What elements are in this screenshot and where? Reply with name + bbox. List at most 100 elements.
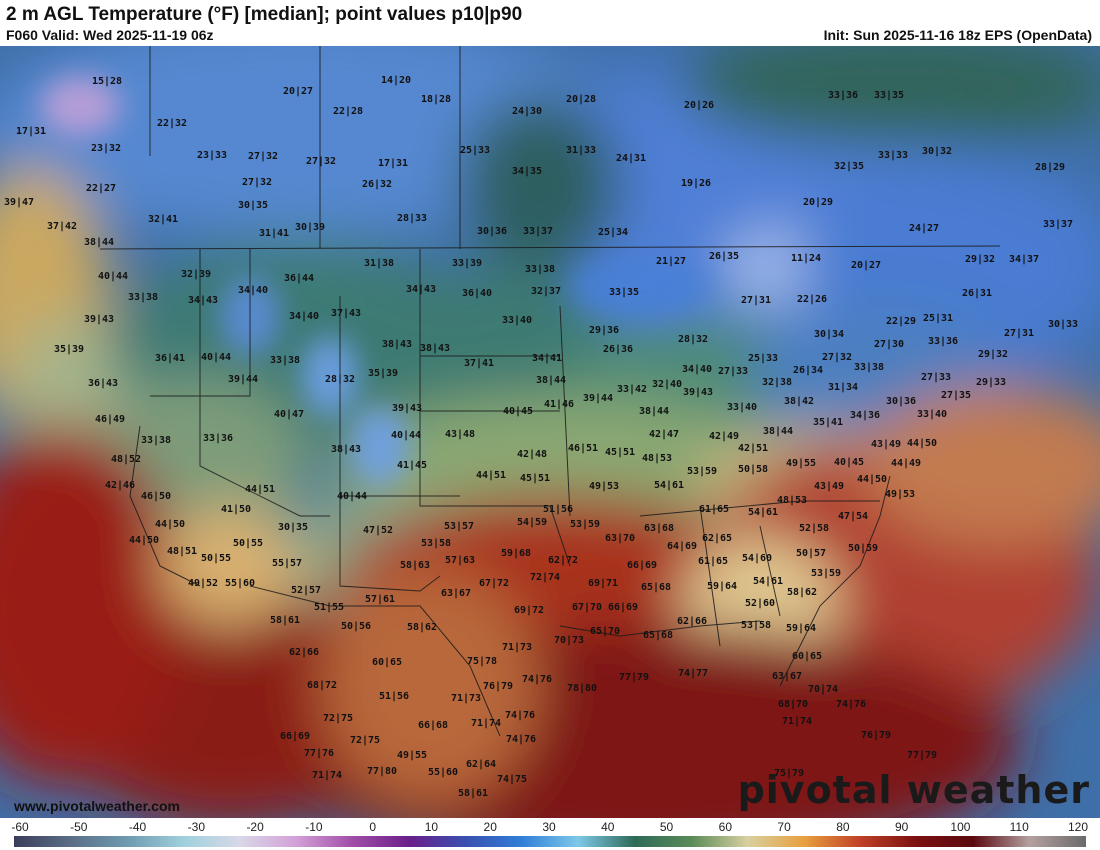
point-value: 34|40 [681, 364, 713, 375]
colorbar-tick-label: 10 [424, 820, 439, 834]
point-value: 33|38 [127, 292, 159, 303]
point-value: 22|26 [796, 294, 828, 305]
point-value: 50|57 [795, 548, 827, 559]
point-value: 29|33 [975, 377, 1007, 388]
point-value: 47|54 [837, 511, 869, 522]
point-value: 44|50 [906, 438, 938, 449]
point-value: 66|69 [279, 731, 311, 742]
point-value: 71|74 [470, 718, 502, 729]
point-value: 33|36 [927, 336, 959, 347]
point-value: 70|73 [553, 635, 585, 646]
point-value: 38|44 [638, 406, 670, 417]
point-value: 15|28 [91, 76, 123, 87]
point-value: 27|32 [821, 352, 853, 363]
point-value: 31|38 [363, 258, 395, 269]
point-value: 53|57 [443, 521, 475, 532]
point-value: 30|35 [277, 522, 309, 533]
point-value: 48|53 [776, 495, 808, 506]
point-value: 50|56 [340, 621, 372, 632]
point-value: 49|55 [396, 750, 428, 761]
point-value: 65|70 [589, 626, 621, 637]
point-value: 21|27 [655, 256, 687, 267]
temperature-map[interactable]: 15|28 14|20 20|27 18|28 20|28 20|26 24|30 22|28… [0, 46, 1100, 818]
point-value: 51|56 [378, 691, 410, 702]
point-value: 68|70 [777, 699, 809, 710]
point-value: 24|30 [511, 106, 543, 117]
point-value: 74|77 [677, 668, 709, 679]
point-value: 36|44 [283, 273, 315, 284]
point-value: 48|53 [641, 453, 673, 464]
colorbar: -60 -50 -40 -30 -20 -10 0 10 20 30 40 50 60 70 80 90 100… [0, 818, 1100, 850]
point-value: 26|35 [708, 251, 740, 262]
point-value: 38|43 [330, 444, 362, 455]
point-value: 39|43 [682, 387, 714, 398]
point-value: 59|68 [500, 548, 532, 559]
point-value: 40|44 [97, 271, 129, 282]
point-value: 24|27 [908, 223, 940, 234]
point-value: 28|29 [1034, 162, 1066, 173]
point-value: 27|35 [940, 390, 972, 401]
point-value: 29|36 [588, 325, 620, 336]
point-value: 55|60 [427, 767, 459, 778]
temperature-field [0, 46, 1100, 818]
colorbar-tick-label: 20 [483, 820, 497, 834]
point-value: 62|72 [547, 555, 579, 566]
point-value: 69|71 [587, 578, 619, 589]
point-value: 42|47 [648, 429, 680, 440]
point-value: 77|80 [366, 766, 398, 777]
point-value: 39|44 [582, 393, 614, 404]
point-value: 57|61 [364, 594, 396, 605]
colorbar-tick-label: 80 [836, 820, 850, 834]
point-value: 33|40 [916, 409, 948, 420]
point-value: 67|72 [478, 578, 510, 589]
point-value: 59|64 [706, 581, 738, 592]
point-value: 33|40 [726, 402, 758, 413]
point-value: 52|58 [798, 523, 830, 534]
point-value: 11|24 [790, 253, 822, 264]
point-value: 19|26 [680, 178, 712, 189]
point-value: 38|44 [83, 237, 115, 248]
colorbar-tick-label: -10 [305, 820, 323, 834]
point-value: 58|61 [269, 615, 301, 626]
point-value: 33|38 [524, 264, 556, 275]
point-value: 71|73 [450, 693, 482, 704]
point-value: 25|33 [747, 353, 779, 364]
valid-time: F060 Valid: Wed 2025-11-19 06z [6, 27, 214, 43]
point-value: 76|79 [860, 730, 892, 741]
point-value: 74|76 [504, 710, 536, 721]
point-value: 38|44 [535, 375, 567, 386]
point-value: 40|44 [390, 430, 422, 441]
point-value: 32|38 [761, 377, 793, 388]
point-value: 33|36 [202, 433, 234, 444]
point-value: 34|35 [511, 166, 543, 177]
point-value: 63|67 [440, 588, 472, 599]
point-value: 27|32 [305, 156, 337, 167]
point-value: 28|32 [324, 374, 356, 385]
colorbar-tick-label: 30 [542, 820, 556, 834]
point-value: 39|43 [83, 314, 115, 325]
colorbar-tick-label: 70 [777, 820, 791, 834]
point-value: 40|45 [502, 406, 534, 417]
point-value: 40|45 [833, 457, 865, 468]
point-value: 39|44 [227, 374, 259, 385]
point-value: 27|33 [717, 366, 749, 377]
point-value: 46|49 [94, 414, 126, 425]
point-value: 34|41 [531, 353, 563, 364]
point-value: 32|40 [651, 379, 683, 390]
point-value: 36|41 [154, 353, 186, 364]
point-value: 71|74 [311, 770, 343, 781]
point-value: 69|72 [513, 605, 545, 616]
site-url[interactable]: www.pivotalweather.com [14, 798, 180, 814]
point-value: 59|64 [785, 623, 817, 634]
point-value: 26|34 [792, 365, 824, 376]
point-value: 50|59 [847, 543, 879, 554]
point-value: 51|56 [542, 504, 574, 515]
point-value: 54|61 [752, 576, 784, 587]
point-value: 27|32 [247, 151, 279, 162]
point-value: 33|37 [522, 226, 554, 237]
point-value: 29|32 [964, 254, 996, 265]
point-value: 33|33 [877, 150, 909, 161]
point-value: 65|68 [642, 630, 674, 641]
point-value: 30|35 [237, 200, 269, 211]
map-title: 2 m AGL Temperature (°F) [median]; point… [6, 4, 523, 25]
